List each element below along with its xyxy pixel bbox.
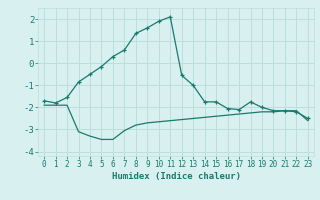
X-axis label: Humidex (Indice chaleur): Humidex (Indice chaleur) <box>111 172 241 181</box>
